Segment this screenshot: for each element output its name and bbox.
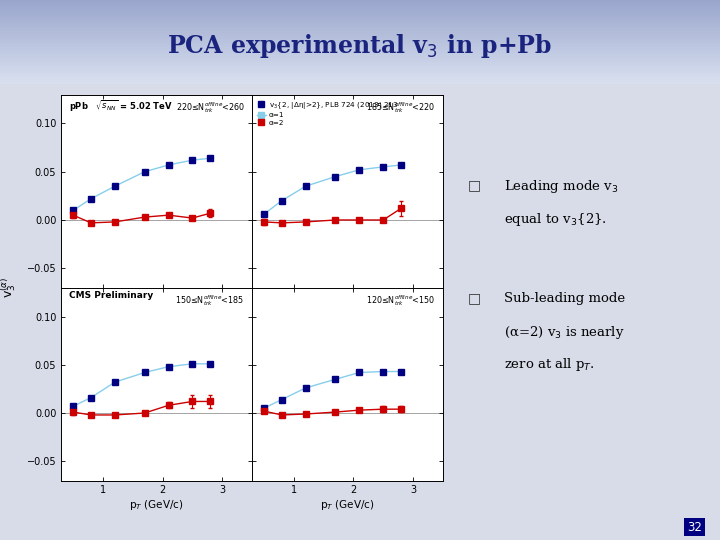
Bar <box>0 3 720 4</box>
Text: 120≤N$_{trk}^{offline}$<150: 120≤N$_{trk}^{offline}$<150 <box>366 293 435 308</box>
Bar <box>0 30 720 31</box>
Bar <box>0 5 720 6</box>
Bar <box>0 60 720 62</box>
Bar <box>0 77 720 78</box>
Bar <box>0 71 720 72</box>
Text: Sub-leading mode: Sub-leading mode <box>504 292 625 305</box>
Bar <box>0 80 720 82</box>
Bar <box>0 82 720 83</box>
Text: pPb   $\sqrt{s_{NN}}$ = 5.02 TeV: pPb $\sqrt{s_{NN}}$ = 5.02 TeV <box>69 98 173 113</box>
Bar <box>0 46 720 47</box>
Text: 32: 32 <box>687 521 702 534</box>
Bar <box>0 56 720 57</box>
Bar <box>0 49 720 50</box>
Bar <box>0 53 720 55</box>
Bar <box>0 28 720 29</box>
Bar <box>0 59 720 60</box>
Bar <box>0 79 720 80</box>
Bar <box>0 17 720 18</box>
Bar <box>0 66 720 67</box>
Text: 150≤N$_{trk}^{offline}$<185: 150≤N$_{trk}^{offline}$<185 <box>176 293 244 308</box>
Bar <box>0 11 720 12</box>
Bar <box>0 1 720 2</box>
Bar <box>0 47 720 48</box>
Bar <box>0 20 720 21</box>
Bar <box>0 18 720 19</box>
Bar <box>0 27 720 28</box>
Bar <box>0 29 720 30</box>
Bar <box>0 15 720 16</box>
Bar <box>0 41 720 42</box>
Text: (α=2) v$_3$ is nearly: (α=2) v$_3$ is nearly <box>504 324 624 341</box>
Bar <box>0 64 720 65</box>
Bar <box>0 0 720 1</box>
Bar <box>0 78 720 79</box>
Text: v$_3^{(\alpha)}$: v$_3^{(\alpha)}$ <box>0 277 19 298</box>
Bar <box>0 16 720 17</box>
Text: □: □ <box>468 178 481 192</box>
Bar <box>0 2 720 3</box>
Bar <box>0 68 720 69</box>
Bar <box>0 31 720 32</box>
Text: PCA experimental v$_3$ in p+Pb: PCA experimental v$_3$ in p+Pb <box>167 32 553 60</box>
Bar <box>0 52 720 53</box>
Bar <box>0 72 720 73</box>
Bar <box>0 36 720 37</box>
Bar <box>0 44 720 45</box>
Bar <box>0 57 720 58</box>
Text: 185≤N$_{trk}^{offline}$<220: 185≤N$_{trk}^{offline}$<220 <box>366 100 435 115</box>
Bar <box>0 26 720 27</box>
Bar <box>0 24 720 25</box>
Bar <box>0 35 720 36</box>
Text: 220≤N$_{trk}^{offline}$<260: 220≤N$_{trk}^{offline}$<260 <box>176 100 244 115</box>
X-axis label: p$_T$ (GeV/c): p$_T$ (GeV/c) <box>130 498 184 512</box>
Bar <box>0 39 720 40</box>
Bar <box>0 63 720 64</box>
Bar <box>0 40 720 41</box>
Bar <box>0 50 720 51</box>
Bar <box>0 32 720 33</box>
Bar <box>0 42 720 43</box>
Text: zero at all p$_T$.: zero at all p$_T$. <box>504 356 595 373</box>
Bar <box>0 55 720 56</box>
Bar <box>0 75 720 76</box>
Bar <box>0 37 720 38</box>
Bar <box>0 69 720 70</box>
Bar <box>0 62 720 63</box>
Bar <box>0 10 720 11</box>
Bar <box>0 33 720 35</box>
Text: equal to v$_3${2}.: equal to v$_3${2}. <box>504 211 607 227</box>
Bar <box>0 43 720 44</box>
Text: CMS Preliminary: CMS Preliminary <box>69 292 153 300</box>
Bar <box>0 21 720 22</box>
Bar <box>0 83 720 84</box>
Bar <box>0 22 720 23</box>
Bar <box>0 76 720 77</box>
Bar <box>0 12 720 14</box>
Bar <box>0 23 720 24</box>
Bar <box>0 70 720 71</box>
Bar <box>0 48 720 49</box>
X-axis label: p$_T$ (GeV/c): p$_T$ (GeV/c) <box>320 498 374 512</box>
Text: Leading mode v$_3$: Leading mode v$_3$ <box>504 178 618 195</box>
Bar <box>0 25 720 26</box>
Bar <box>0 8 720 9</box>
Bar <box>0 65 720 66</box>
Bar <box>0 38 720 39</box>
Legend: v$_3${2, |Δη|>2}, PLB 724 (2013) 213, α=1, α=2: v$_3${2, |Δη|>2}, PLB 724 (2013) 213, α=… <box>256 98 400 127</box>
Bar <box>0 14 720 15</box>
Bar <box>0 67 720 68</box>
Bar <box>0 19 720 20</box>
Bar <box>0 51 720 52</box>
Bar <box>0 45 720 46</box>
Bar <box>0 4 720 5</box>
Bar <box>0 6 720 8</box>
Text: □: □ <box>468 292 481 306</box>
Bar <box>0 9 720 10</box>
Bar <box>0 73 720 75</box>
